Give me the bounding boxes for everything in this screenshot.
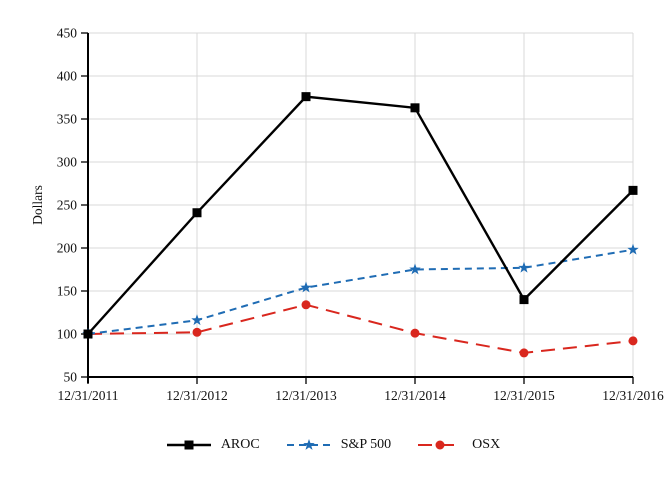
marker-square [83, 329, 93, 339]
series-aroc [83, 92, 638, 339]
x-tick-label: 12/31/2016 [602, 388, 664, 403]
y-tick-label: 250 [57, 198, 78, 213]
legend-swatch-osx [418, 440, 463, 450]
series-line [87, 248, 634, 335]
marker-circle [628, 336, 638, 346]
series-osx [83, 300, 638, 358]
y-tick-label: 100 [57, 327, 78, 342]
y-tick-label: 150 [57, 284, 78, 299]
legend-label-aroc: AROC [220, 437, 260, 452]
marker-square [628, 185, 638, 195]
x-tick-label: 12/31/2012 [166, 388, 228, 403]
x-tick-label: 12/31/2014 [384, 388, 446, 403]
y-axis-title: Dollars [30, 185, 45, 225]
marker-circle [435, 440, 445, 450]
legend-label-osx: OSX [472, 437, 501, 452]
y-tick-label: 400 [57, 69, 78, 84]
legend-item-osx: OSX [417, 437, 500, 453]
marker-square [184, 440, 194, 450]
marker-circle [410, 328, 420, 338]
marker-star [518, 261, 530, 273]
x-tick-label: 12/31/2011 [57, 388, 118, 403]
legend-item-aroc: AROC [166, 437, 260, 453]
chart-canvas: 50 100 150 200 250 300 350 400 450 12/31/2011 12/3… [57, 26, 664, 404]
marker-star [303, 439, 315, 450]
marker-star [191, 314, 203, 326]
legend-label-sp500: S&P 500 [340, 437, 392, 452]
chart-legend: AROC S&P 500 OSX [0, 437, 666, 453]
series-line [87, 95, 634, 335]
y-tick-label: 300 [57, 155, 78, 170]
marker-circle [192, 327, 202, 337]
x-tick-label: 12/31/2013 [275, 388, 337, 403]
legend-swatch-sp500 [286, 439, 331, 450]
legend-swatch-aroc [166, 440, 211, 450]
marker-square [192, 208, 202, 218]
marker-circle [519, 348, 529, 358]
legend-item-sp500: S&P 500 [286, 437, 391, 453]
marker-star [627, 243, 639, 255]
y-tick-label: 50 [64, 370, 78, 385]
marker-star [409, 263, 421, 275]
y-tick-label: 450 [57, 26, 78, 41]
gridlines [88, 32, 634, 377]
axes: 50 100 150 200 250 300 350 400 450 12/31/2011 12/3… [57, 26, 664, 404]
x-tick-label: 12/31/2015 [493, 388, 555, 403]
marker-circle [301, 300, 311, 310]
series-line [87, 303, 634, 354]
y-tick-label: 200 [57, 241, 78, 256]
marker-square [519, 295, 529, 305]
marker-star [300, 281, 312, 293]
marker-square [301, 92, 311, 102]
y-tick-label: 350 [57, 112, 78, 127]
marker-square [410, 103, 420, 113]
